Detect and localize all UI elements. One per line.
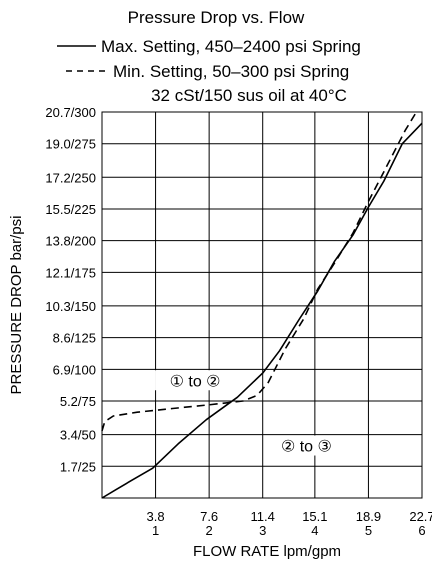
x-tick-label-lpm: 22.7: [409, 509, 432, 524]
y-tick-label: 13.8/200: [45, 234, 96, 249]
series-line-max-setting: [101, 122, 423, 499]
legend-label: Min. Setting, 50–300 psi Spring: [113, 62, 349, 81]
x-tick-label-lpm: 7.6: [200, 509, 218, 524]
y-tick-label: 3.4/50: [60, 428, 96, 443]
y-axis-title: PRESSURE DROP bar/psi: [8, 216, 25, 395]
annotation-label: ② to ③: [281, 439, 332, 456]
y-tick-label: 5.2/75: [60, 394, 96, 409]
x-axis-title: FLOW RATE lpm/gpm: [193, 543, 341, 560]
y-tick-label: 1.7/25: [60, 459, 96, 474]
annotation-bg: [266, 435, 347, 456]
annotation-label: ① to ②: [170, 373, 221, 390]
x-tick-label-lpm: 11.4: [251, 509, 275, 524]
plot-frame: [101, 111, 423, 499]
x-tick-label-gpm: 2: [206, 523, 213, 538]
y-tick-label: 19.0/275: [45, 137, 96, 152]
y-tick-label: 12.1/175: [45, 265, 96, 280]
y-tick-label: 20.7/300: [45, 105, 96, 120]
x-tick-label-lpm: 3.8: [147, 509, 165, 524]
x-tick-label-gpm: 4: [311, 523, 318, 538]
x-tick-label-gpm: 5: [365, 523, 372, 538]
x-tick-label-lpm: 15.1: [302, 509, 327, 524]
y-tick-label: 17.2/250: [45, 170, 96, 185]
chart-note: 32 cSt/150 sus oil at 40°C: [151, 86, 347, 105]
y-tick-label: 15.5/225: [45, 202, 96, 217]
annotation-bg: [155, 370, 236, 391]
series-line-min-setting: [101, 111, 418, 432]
y-tick-label: 8.6/125: [53, 331, 96, 346]
y-tick-label: 10.3/150: [45, 299, 96, 314]
x-tick-label-gpm: 6: [418, 523, 425, 538]
x-tick-label-gpm: 1: [152, 523, 159, 538]
x-tick-label-gpm: 3: [259, 523, 266, 538]
chart-title: Pressure Drop vs. Flow: [127, 8, 305, 27]
y-tick-label: 6.9/100: [53, 362, 96, 377]
x-tick-label-lpm: 18.9: [356, 509, 381, 524]
legend-label: Max. Setting, 450–2400 psi Spring: [101, 37, 361, 56]
